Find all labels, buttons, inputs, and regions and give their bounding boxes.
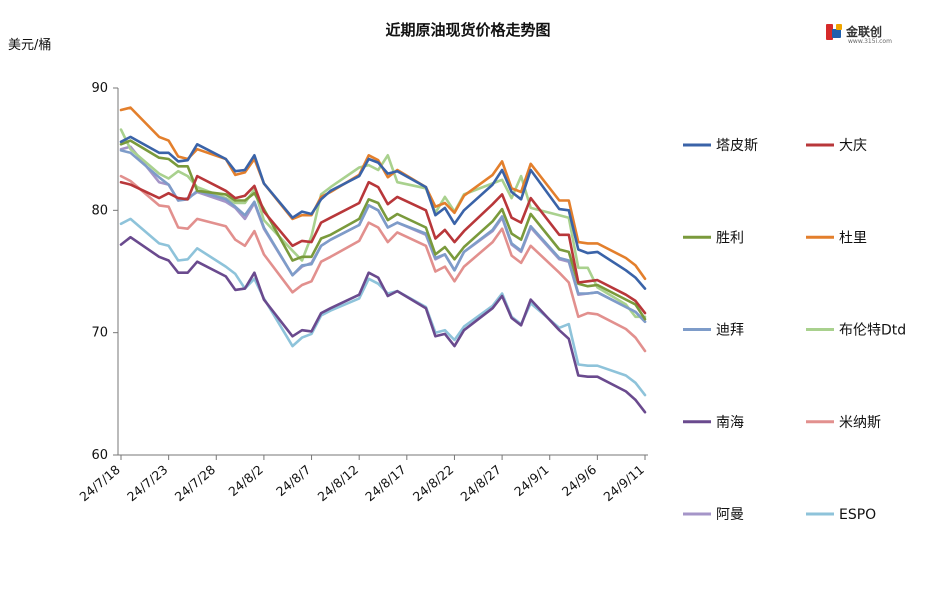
jinlianchuang-logo-icon — [826, 24, 842, 40]
legend-label: 杜里 — [839, 230, 867, 246]
legend-label: 塔皮斯 — [716, 138, 758, 154]
series-line — [119, 217, 647, 397]
logo-text: 金联创 — [845, 24, 882, 39]
series-line — [119, 235, 647, 414]
legend-label: 大庆 — [839, 138, 867, 154]
x-tick-label: 24/7/28 — [172, 462, 219, 504]
x-tick-label: 24/9/6 — [559, 462, 599, 499]
x-tick-label: 24/7/23 — [124, 462, 171, 504]
legend-label: 胜利 — [716, 230, 744, 246]
legend-label: 阿曼 — [716, 507, 744, 523]
y-tick-label: 90 — [91, 81, 108, 96]
series-line — [119, 135, 647, 290]
y-tick-label: 60 — [91, 448, 108, 463]
series-line — [119, 174, 647, 315]
y-axis-unit-label: 美元/桶 — [8, 38, 51, 53]
x-ticks: 24/7/18 24/7/23 24/7/28 24/8/2 24/8/7 24/8/12… — [76, 455, 647, 504]
x-tick-label: 24/9/11 — [600, 462, 647, 504]
x-tick-label: 24/8/2 — [225, 462, 265, 499]
y-tick-label: 80 — [91, 203, 108, 218]
series-line — [119, 174, 647, 353]
legend-label: 布伦特Dtd — [839, 323, 906, 339]
legend-label: 南海 — [716, 415, 744, 431]
logo: 金联创 www.315i.com — [826, 24, 892, 45]
chart-title: 近期原油现货价格走势图 — [385, 21, 550, 39]
series-lines — [119, 106, 647, 414]
series-line — [119, 139, 647, 321]
x-tick-label: 24/8/27 — [457, 462, 504, 504]
x-tick-label: 24/9/1 — [511, 462, 551, 499]
legend-label: ESPO — [839, 507, 876, 523]
x-tick-label: 24/8/17 — [362, 462, 409, 504]
x-tick-label: 24/7/18 — [76, 462, 123, 504]
y-tick-label: 70 — [91, 326, 108, 341]
legend-label: 迪拜 — [716, 323, 744, 339]
series-line — [119, 149, 647, 324]
logo-subtext: www.315i.com — [848, 38, 892, 45]
legend-label: 米纳斯 — [839, 415, 881, 431]
x-tick-label: 24/8/12 — [315, 462, 362, 504]
y-ticks: 60 70 80 90 — [91, 81, 118, 463]
x-tick-label: 24/8/7 — [273, 462, 313, 499]
axes — [117, 88, 648, 456]
x-tick-label: 24/8/22 — [410, 462, 457, 504]
